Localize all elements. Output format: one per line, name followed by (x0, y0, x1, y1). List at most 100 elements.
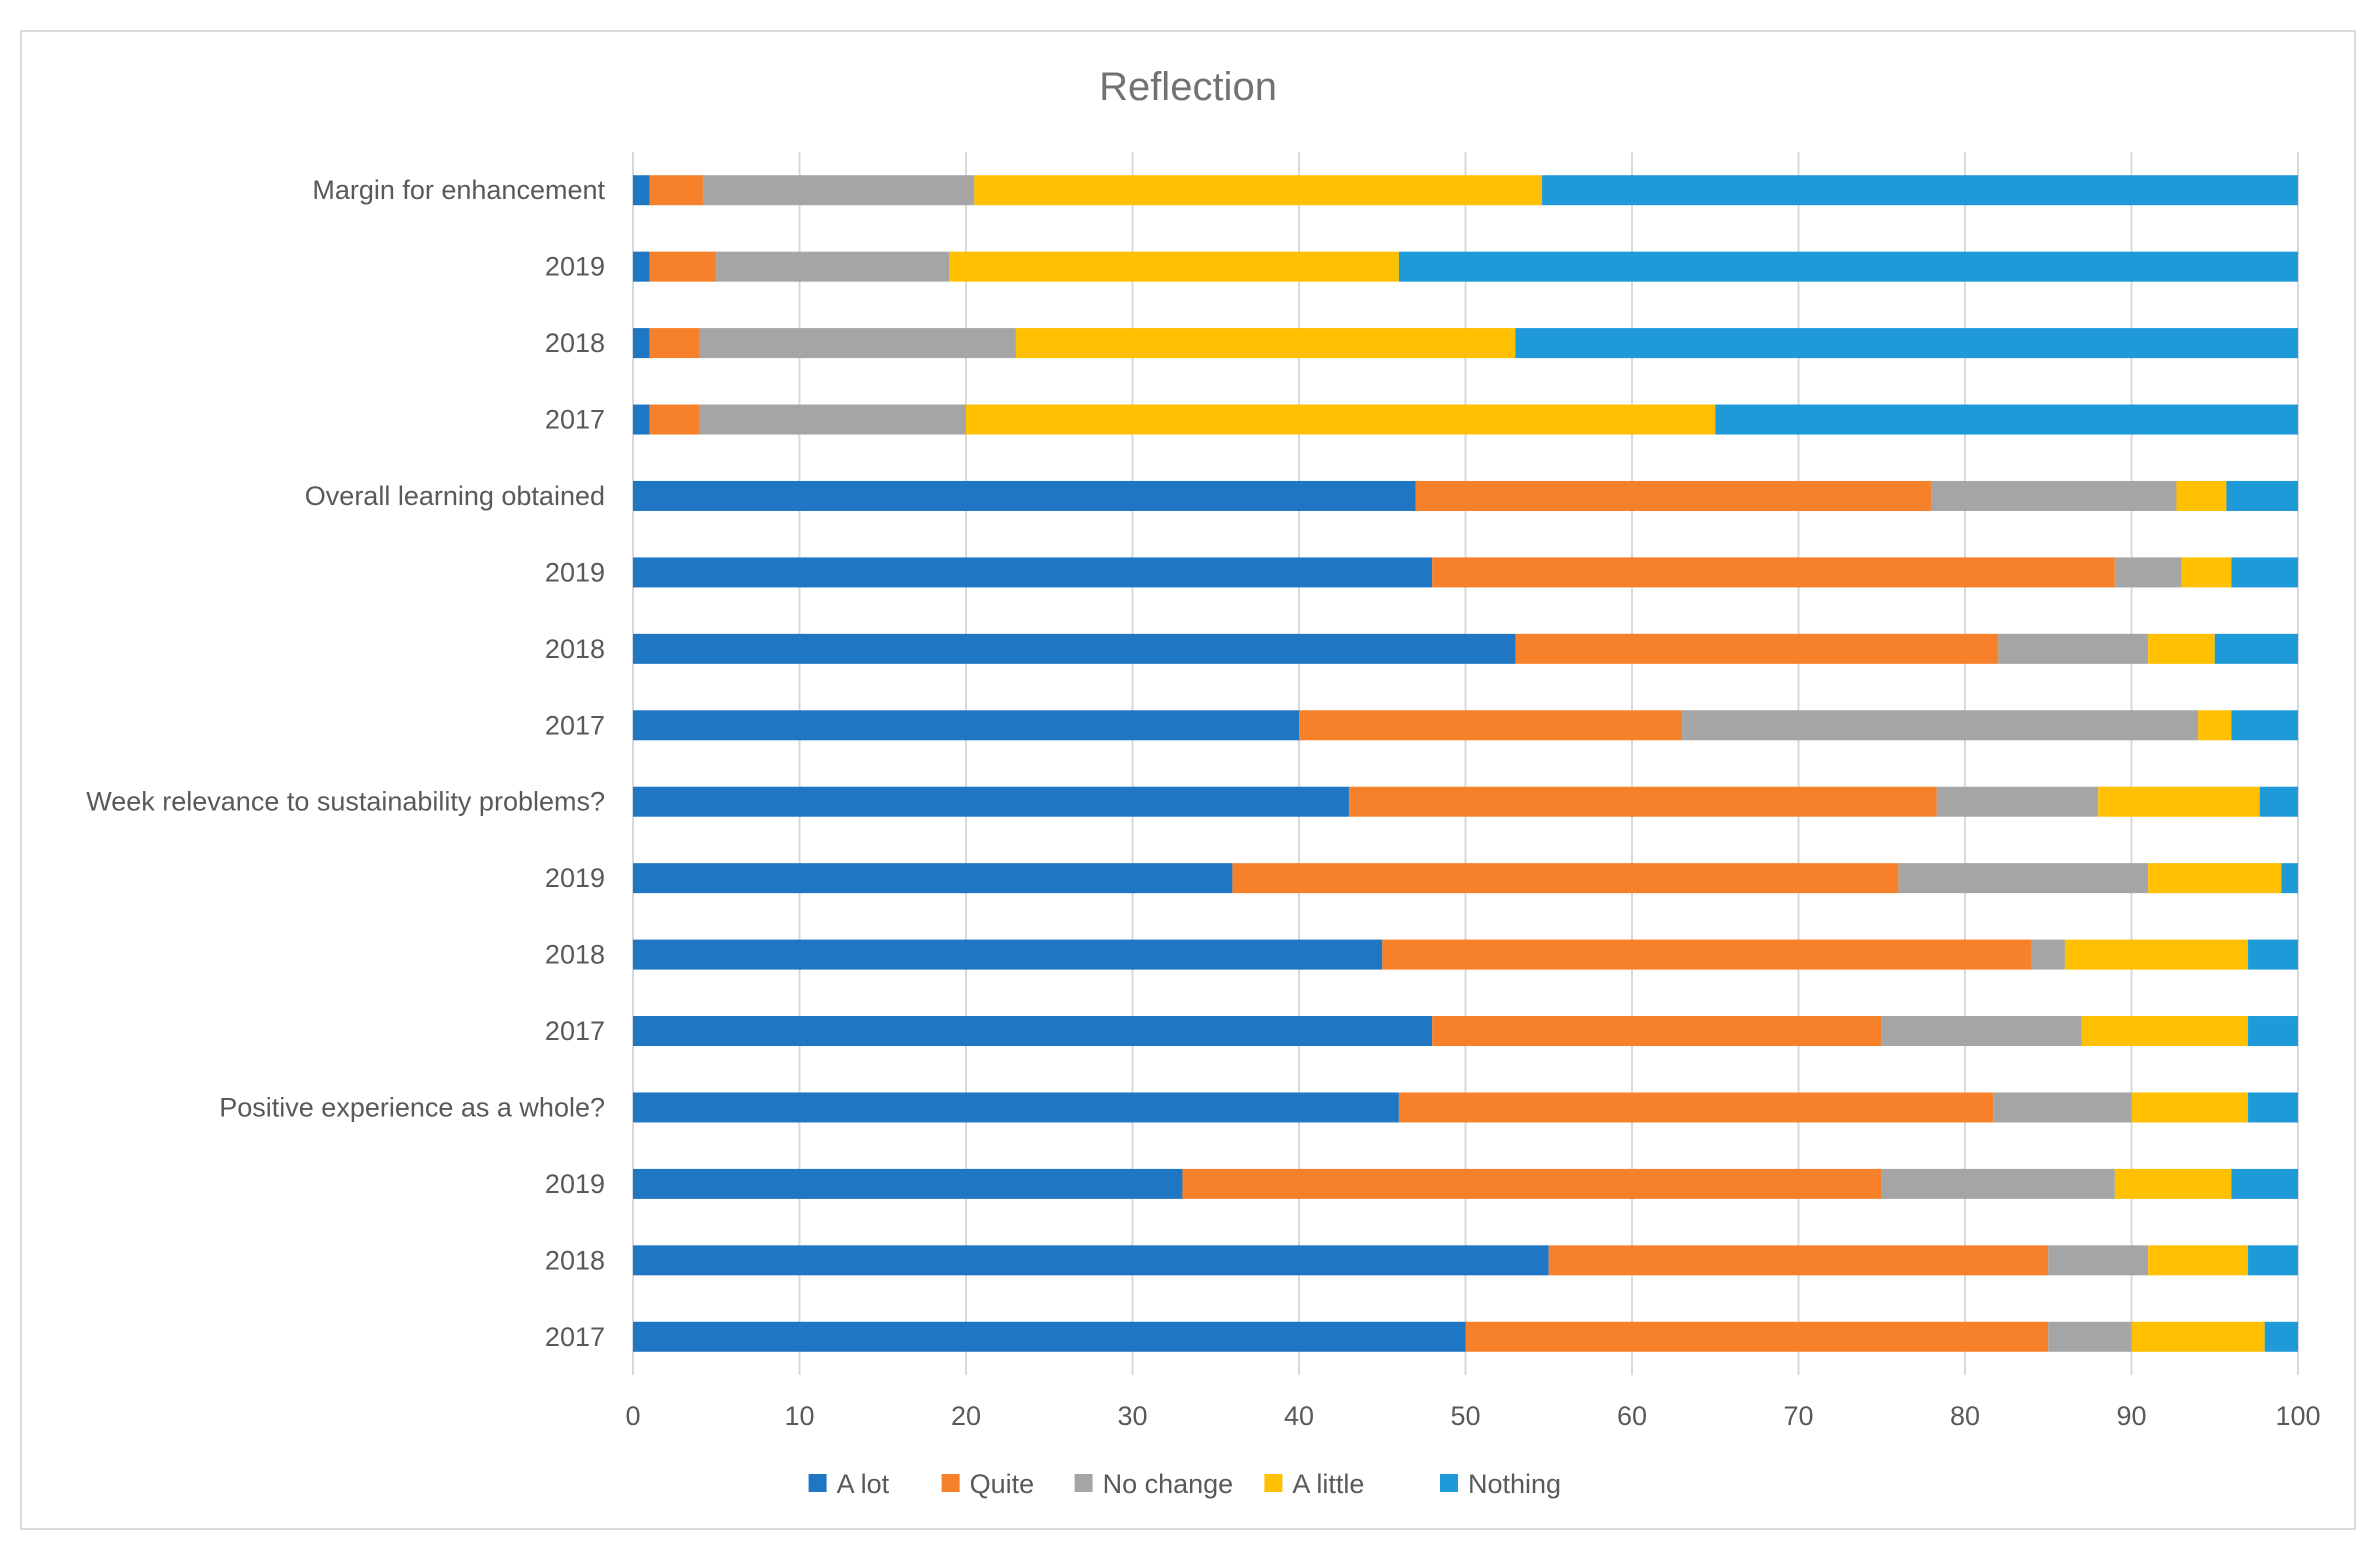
bar-nothing-11 (2248, 1016, 2298, 1047)
bar-no-change-5 (2114, 557, 2182, 588)
bar-a-lot-5 (633, 557, 1433, 588)
bar-quite-9 (1232, 863, 1899, 894)
bar-quite-0 (649, 175, 703, 206)
bar-no-change-12 (1993, 1092, 2132, 1123)
category-label-10: 2018 (545, 940, 605, 970)
bar-no-change-3 (699, 404, 966, 435)
bar-nothing-13 (2231, 1168, 2298, 1199)
legend-label-no-change: No change (1103, 1469, 1234, 1499)
legend-swatch-no-change (1074, 1474, 1093, 1492)
bar-quite-8 (1348, 786, 1937, 817)
bar-no-change-2 (699, 328, 1016, 359)
category-label-13: 2019 (545, 1169, 605, 1199)
bar-nothing-7 (2231, 710, 2298, 741)
bar-a-lot-13 (633, 1168, 1183, 1199)
bar-nothing-2 (1515, 328, 2298, 359)
x-tick-label-30: 30 (1117, 1401, 1147, 1431)
category-label-5: 2019 (545, 557, 605, 587)
bar-a-lot-2 (633, 328, 650, 359)
bar-a-lot-9 (633, 863, 1233, 894)
bar-a-little-12 (2131, 1092, 2249, 1123)
bar-quite-15 (1465, 1321, 2049, 1352)
bar-a-little-14 (2148, 1245, 2249, 1276)
x-tick-label-40: 40 (1284, 1401, 1314, 1431)
category-label-12: Positive experience as a whole? (219, 1092, 605, 1122)
x-tick-label-20: 20 (951, 1401, 981, 1431)
bar-no-change-0 (702, 175, 975, 206)
bar-a-little-0 (974, 175, 1543, 206)
bar-nothing-15 (2264, 1321, 2298, 1352)
bar-no-change-11 (1881, 1016, 2082, 1047)
bar-a-lot-8 (633, 786, 1349, 817)
bar-nothing-3 (1715, 404, 2298, 435)
bar-nothing-1 (1398, 251, 2298, 282)
category-label-4: Overall learning obtained (305, 481, 605, 511)
x-tick-label-50: 50 (1450, 1401, 1480, 1431)
x-tick-label-100: 100 (2275, 1401, 2320, 1431)
bar-a-lot-14 (633, 1245, 1549, 1276)
bar-a-lot-1 (633, 251, 650, 282)
x-tick-label-90: 90 (2116, 1401, 2146, 1431)
bar-no-change-10 (2031, 939, 2065, 970)
bar-quite-4 (1415, 480, 1932, 511)
legend-swatch-a-lot (808, 1474, 827, 1492)
bar-a-little-9 (2148, 863, 2282, 894)
bar-quite-10 (1382, 939, 2032, 970)
x-tick-label-0: 0 (625, 1401, 640, 1431)
bar-a-little-1 (949, 251, 1399, 282)
bar-a-little-6 (2148, 633, 2215, 664)
x-tick-label-70: 70 (1783, 1401, 1813, 1431)
category-label-8: Week relevance to sustainability problem… (86, 787, 605, 817)
bar-a-lot-15 (633, 1321, 1466, 1352)
legend: A lot Quite No change A little Nothing (808, 1469, 1561, 1499)
bar-quite-11 (1432, 1016, 1882, 1047)
bar-nothing-0 (1542, 175, 2298, 206)
bar-a-little-3 (966, 404, 1716, 435)
category-label-3: 2017 (545, 405, 605, 435)
bar-nothing-6 (2214, 633, 2298, 664)
bar-a-little-2 (1015, 328, 1516, 359)
bar-quite-12 (1398, 1092, 1994, 1123)
x-tick-label-60: 60 (1617, 1401, 1647, 1431)
bar-a-little-4 (2176, 480, 2227, 511)
bar-nothing-10 (2248, 939, 2298, 970)
legend-label-nothing: Nothing (1468, 1469, 1561, 1499)
bar-a-lot-4 (633, 480, 1416, 511)
x-tick-label-10: 10 (784, 1401, 814, 1431)
legend-swatch-a-little (1264, 1474, 1283, 1492)
chart-title: Reflection (1099, 65, 1277, 109)
category-label-1: 2019 (545, 252, 605, 282)
bar-a-little-5 (2181, 557, 2232, 588)
bar-a-lot-6 (633, 633, 1516, 664)
bar-a-little-7 (2198, 710, 2232, 741)
category-label-7: 2017 (545, 710, 605, 740)
category-label-2: 2018 (545, 328, 605, 358)
bar-a-little-10 (2064, 939, 2249, 970)
legend-label-quite: Quite (970, 1469, 1035, 1499)
category-label-14: 2018 (545, 1245, 605, 1275)
bar-quite-1 (649, 251, 717, 282)
bar-quite-6 (1515, 633, 1999, 664)
bar-quite-13 (1182, 1168, 1882, 1199)
category-labels: Margin for enhancement 2019 2018 2017 Overal… (86, 175, 605, 1352)
bar-quite-14 (1548, 1245, 2049, 1276)
bar-no-change-8 (1936, 786, 2099, 817)
bar-a-lot-0 (633, 175, 650, 206)
bar-a-little-11 (2081, 1016, 2249, 1047)
bar-no-change-14 (2048, 1245, 2149, 1276)
category-label-15: 2017 (545, 1322, 605, 1352)
bar-quite-2 (649, 328, 700, 359)
bar-quite-5 (1432, 557, 2115, 588)
bar-no-change-13 (1881, 1168, 2115, 1199)
legend-swatch-quite (941, 1474, 960, 1492)
bar-a-lot-3 (633, 404, 650, 435)
bar-nothing-4 (2226, 480, 2298, 511)
category-label-6: 2018 (545, 634, 605, 664)
bar-a-little-8 (2098, 786, 2260, 817)
bar-no-change-7 (1681, 710, 2199, 741)
bar-a-lot-7 (633, 710, 1299, 741)
bar-quite-7 (1299, 710, 1682, 741)
bar-no-change-9 (1898, 863, 2149, 894)
bar-a-little-13 (2114, 1168, 2232, 1199)
